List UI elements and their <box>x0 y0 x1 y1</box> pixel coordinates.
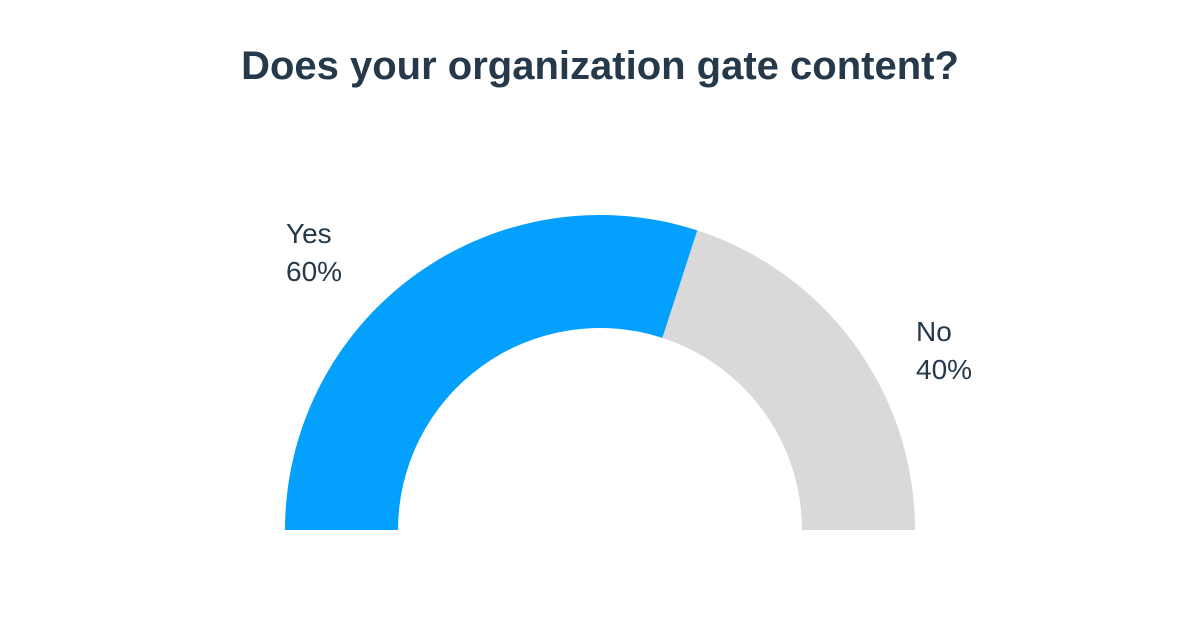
slice-no <box>662 230 915 531</box>
slice-label-no-value: 40% <box>916 354 973 385</box>
chart-slices <box>285 214 915 531</box>
slice-label-yes-value: 60% <box>286 256 343 287</box>
slice-yes <box>285 214 698 531</box>
slice-label-yes: Yes 60% <box>286 215 342 291</box>
chart-title: Does your organization gate content? <box>241 44 959 88</box>
slice-label-yes-name: Yes <box>286 218 332 249</box>
slice-label-no: No 40% <box>916 313 972 389</box>
slice-label-no-name: No <box>916 316 952 347</box>
